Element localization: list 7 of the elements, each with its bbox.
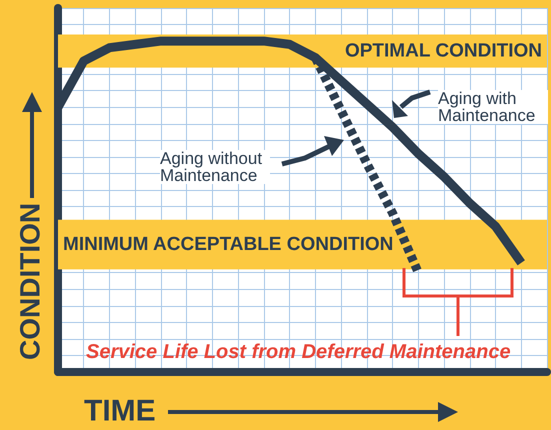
annotation: Aging without Maintenance	[160, 149, 267, 185]
annotation: Service Life Lost from Deferred Maintenance	[86, 341, 511, 363]
annotation: Aging with Maintenance	[438, 89, 536, 125]
x-axis-title: TIME	[84, 394, 156, 428]
y-axis-title: CONDITION	[14, 202, 46, 360]
band-label: MINIMUM ACCEPTABLE CONDITION	[63, 234, 394, 256]
band-label: OPTIMAL CONDITION	[344, 40, 542, 62]
